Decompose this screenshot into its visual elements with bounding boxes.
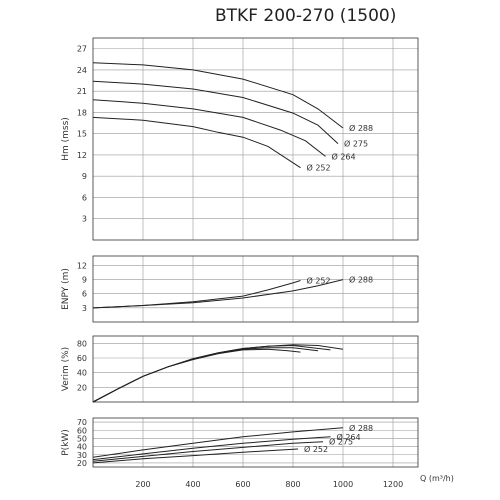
series-line: [92, 436, 331, 461]
y-tick-label: 12: [77, 261, 87, 270]
y-axis-label: ENPY (m): [61, 268, 71, 310]
x-tick-label: 800: [285, 480, 300, 489]
y-tick-label: 40: [77, 443, 87, 452]
y-tick-label: 20: [77, 383, 87, 392]
series-label: Ø 264: [332, 151, 356, 161]
series-label: Ø 252: [307, 163, 331, 173]
x-tick-label: 1200: [383, 480, 403, 489]
chart-title: BTKF 200-270 (1500): [215, 6, 397, 26]
series-line: [92, 62, 344, 129]
x-tick-label: 400: [185, 480, 200, 489]
x-tick-label: 200: [135, 480, 150, 489]
y-tick-label: 9: [82, 276, 87, 285]
x-axis-label: Q (m³/h): [420, 474, 454, 483]
panel-frame: [92, 417, 419, 468]
y-tick-label: 50: [77, 434, 87, 443]
y-tick-label: 9: [82, 172, 87, 181]
y-tick-label: 70: [77, 418, 87, 427]
series-label: Ø 275: [329, 437, 353, 447]
series-label: Ø 252: [304, 444, 328, 454]
panel-frame: [92, 255, 419, 323]
y-tick-label: 60: [77, 426, 87, 435]
series-label: Ø 288: [349, 423, 373, 433]
series-line: [92, 116, 301, 169]
series-label: Ø 288: [349, 275, 373, 285]
y-axis-label: Verim (%): [61, 347, 71, 391]
y-tick-label: 40: [77, 369, 87, 378]
y-tick-label: 6: [82, 193, 87, 202]
series-line: [92, 427, 344, 458]
panel-frame: [92, 37, 419, 241]
series-label: Ø 252: [307, 276, 331, 286]
y-tick-label: 80: [77, 339, 87, 348]
series-line: [92, 279, 344, 309]
y-tick-label: 12: [77, 151, 87, 160]
series-line: [92, 80, 339, 144]
y-tick-label: 6: [82, 290, 87, 299]
x-tick-label: 600: [235, 480, 250, 489]
series-line: [92, 344, 344, 403]
y-tick-label: 15: [77, 130, 87, 139]
y-tick-label: 20: [77, 459, 87, 468]
y-axis-label: P(kW): [61, 429, 71, 456]
y-tick-label: 60: [77, 354, 87, 363]
y-tick-label: 24: [77, 66, 87, 75]
y-axis-label: Hm (mss): [61, 117, 71, 161]
series-line: [92, 441, 324, 462]
series-label: Ø 275: [344, 139, 368, 149]
series-line: [92, 448, 299, 464]
series-line: [92, 99, 326, 157]
series-label: Ø 288: [349, 123, 373, 133]
y-tick-label: 21: [77, 87, 87, 96]
y-tick-label: 30: [77, 451, 87, 460]
series-line: [92, 348, 301, 403]
panel-frame: [92, 335, 419, 403]
series-label: Ø 264: [337, 432, 361, 442]
y-tick-label: 3: [82, 304, 87, 313]
y-tick-label: 3: [82, 215, 87, 224]
y-tick-label: 18: [77, 108, 87, 117]
y-tick-label: 27: [77, 45, 87, 54]
x-tick-label: 1000: [333, 480, 353, 489]
